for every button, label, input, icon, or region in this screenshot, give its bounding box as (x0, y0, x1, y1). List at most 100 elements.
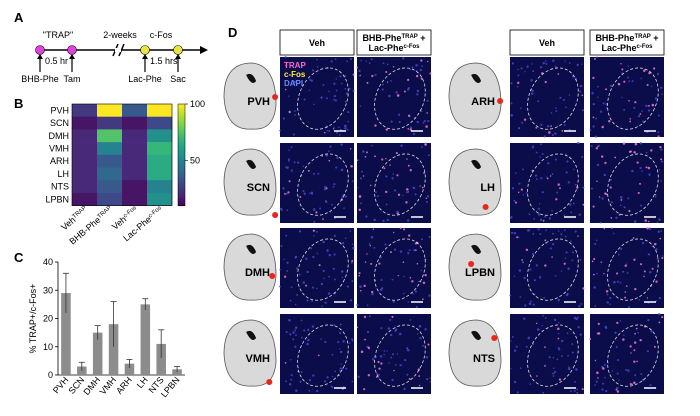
cell-signal (518, 269, 522, 272)
cell-signal (544, 317, 547, 319)
text: + (418, 33, 426, 43)
cell-signal (517, 74, 520, 77)
cell-signal (554, 158, 557, 161)
column-header: Veh (309, 38, 325, 48)
x-tick-label: PVH (51, 375, 71, 396)
cell-signal (360, 59, 362, 62)
ventricle (246, 73, 257, 83)
cell-signal (662, 255, 664, 257)
cell-signal (639, 263, 643, 266)
cell-signal (333, 323, 336, 326)
cell-signal (282, 117, 285, 120)
cell-signal (640, 77, 643, 80)
cell-signal (620, 247, 623, 250)
cell-signal (517, 127, 521, 130)
cell-signal (415, 74, 419, 78)
cell-signal (322, 84, 325, 86)
cell-signal (520, 188, 523, 191)
cell-signal (409, 126, 413, 129)
cell-signal (420, 59, 423, 62)
cell-signal (622, 142, 626, 145)
cell-signal (418, 280, 420, 283)
cell-signal (395, 328, 398, 331)
cell-signal (385, 190, 388, 194)
cell-signal (352, 89, 355, 92)
cell-signal (335, 78, 338, 80)
cell-signal (593, 58, 596, 60)
cell-signal (529, 383, 532, 385)
cell-signal (316, 287, 318, 290)
cell-signal (290, 374, 293, 377)
cell-signal (653, 242, 657, 246)
row-label: PVH (50, 105, 69, 115)
cell-signal (625, 285, 628, 287)
cell-signal (379, 288, 383, 291)
cell-signal (639, 166, 642, 170)
cell-signal (341, 367, 344, 370)
cell-signal (517, 191, 520, 194)
cell-signal (285, 64, 287, 67)
cell-signal (426, 99, 429, 102)
cell-signal (636, 360, 638, 363)
cell-signal (292, 133, 295, 136)
colorbar-segment (178, 197, 185, 202)
cell-signal (340, 168, 344, 172)
cell-signal (624, 291, 627, 293)
region-marker (272, 94, 279, 100)
cell-signal (561, 129, 564, 132)
cell-signal (321, 305, 323, 308)
cell-signal (379, 256, 382, 259)
region-outline (297, 67, 349, 130)
cell-signal (636, 161, 639, 164)
cell-signal (545, 62, 548, 65)
label: 2-weeks (103, 30, 137, 40)
cell-signal (555, 107, 557, 109)
cell-signal (419, 68, 423, 72)
cell-signal (570, 240, 572, 242)
cell-signal (370, 58, 373, 61)
cell-signal (288, 149, 290, 151)
cell-signal (312, 255, 315, 259)
cell-signal (655, 248, 658, 251)
cell-signal (544, 364, 546, 367)
cell-signal (592, 273, 595, 276)
cell-signal (372, 228, 375, 230)
cell-signal (414, 193, 417, 196)
cell-signal (560, 339, 564, 343)
cell-signal (315, 230, 318, 233)
legend-entry: DAPI (284, 79, 303, 88)
cell-signal (637, 331, 640, 334)
cell-signal (596, 371, 599, 375)
cell-signal (643, 270, 646, 273)
cell-signal (515, 345, 518, 348)
heatmap-cell (72, 129, 98, 143)
header-box (356, 29, 432, 56)
cell-signal (628, 209, 631, 213)
text: + (651, 33, 659, 43)
cell-signal (294, 113, 296, 116)
y-tick-label: 10 (43, 342, 53, 352)
cell-signal (593, 257, 596, 261)
heatmap-cell (97, 192, 123, 206)
cell-signal (631, 80, 634, 83)
cell-signal (360, 202, 363, 205)
cell-signal (339, 323, 342, 326)
cell-signal (407, 86, 410, 90)
cell-signal (565, 171, 568, 174)
cell-signal (565, 106, 567, 109)
frame (71, 103, 173, 206)
cell-signal (392, 231, 395, 234)
cell-signal (566, 292, 569, 295)
cell-signal (412, 132, 416, 136)
colorbar-segment (178, 131, 185, 135)
cell-signal (378, 262, 381, 265)
cell-signal (617, 253, 620, 256)
cell-signal (557, 298, 561, 302)
cell-signal (385, 203, 388, 206)
cell-signal (600, 261, 603, 263)
cell-signal (535, 151, 538, 154)
cell-signal (631, 169, 634, 173)
cell-signal (365, 60, 367, 62)
cell-signal (531, 252, 535, 256)
cell-signal (521, 261, 525, 264)
